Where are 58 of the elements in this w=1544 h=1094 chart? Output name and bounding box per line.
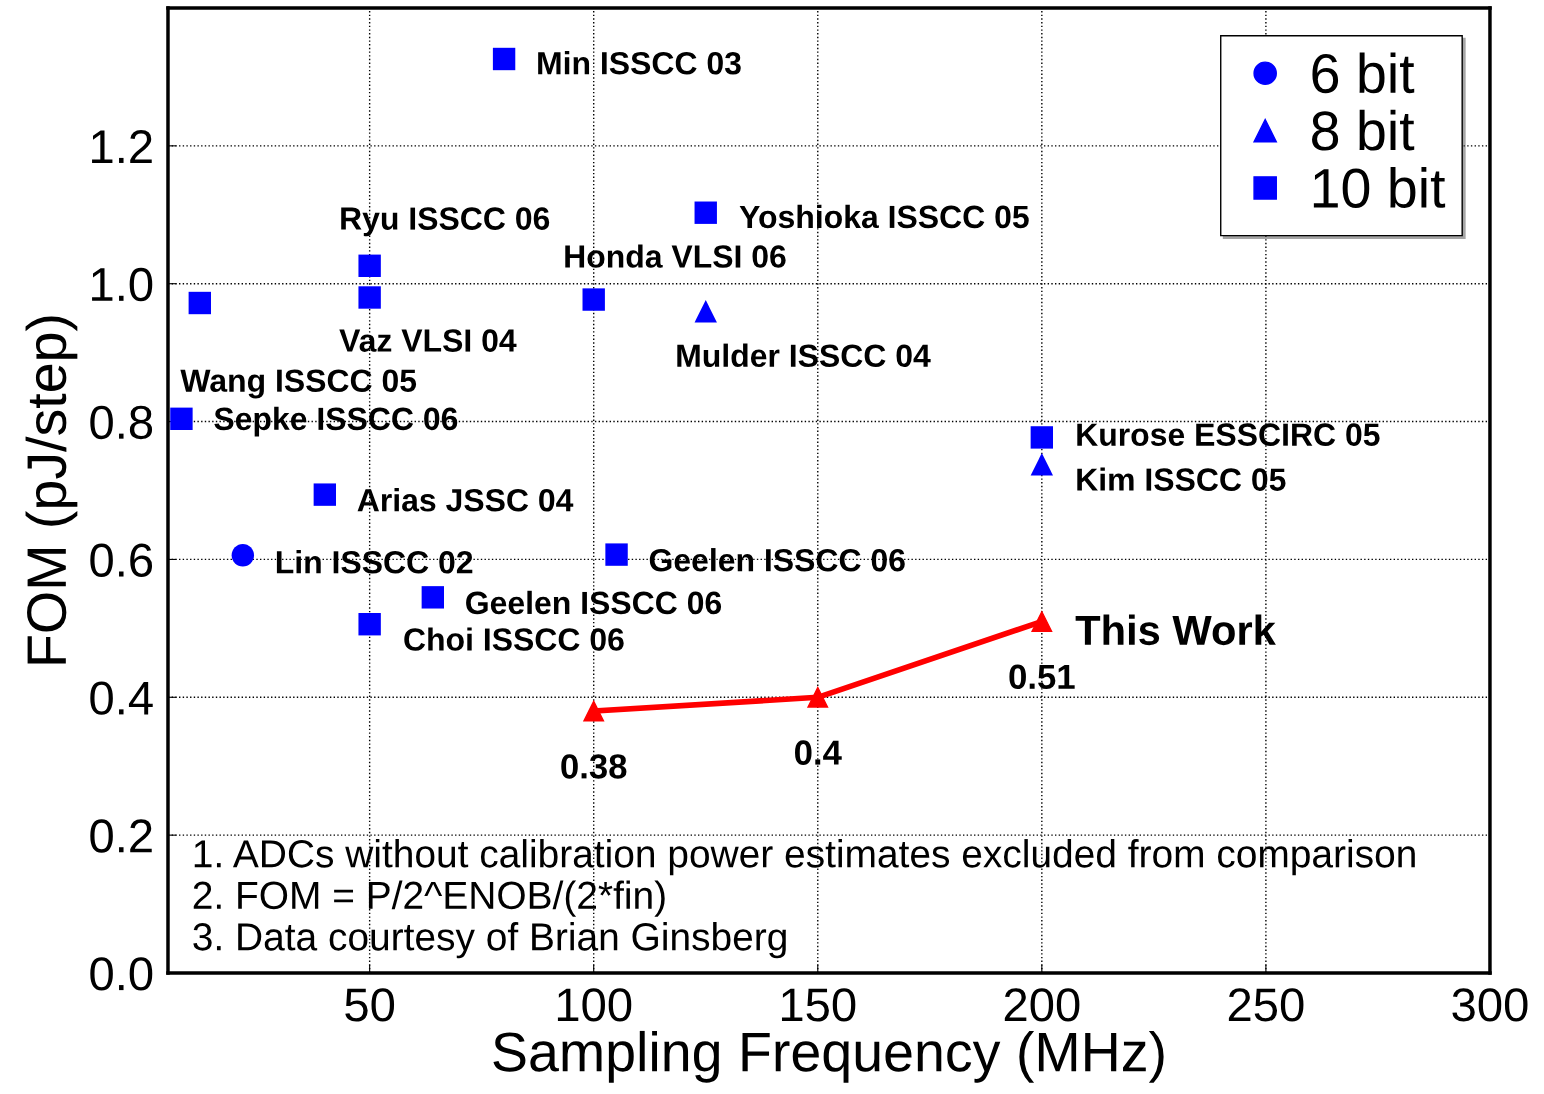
annotation: 3. Data courtesy of Brian Ginsberg (193, 922, 786, 959)
annotation: Min ISSCC 03 (538, 51, 741, 75)
point (1030, 426, 1054, 449)
annotation: Kurose ESSCIRC 05 (1077, 423, 1380, 446)
legend-label: 10 bit (1313, 167, 1446, 208)
x-tick-label: 100 (557, 988, 632, 1022)
point (170, 407, 193, 431)
x-tick-label: 300 (1452, 988, 1528, 1022)
data-label: 0.51 (1009, 664, 1075, 690)
y-tick-label: 0.2 (90, 819, 152, 853)
point (582, 288, 605, 311)
annotation: Lin ISSCC 02 (276, 550, 473, 574)
annotation: Honda VLSI 06 (565, 244, 786, 268)
x-tick-label: 200 (1004, 988, 1080, 1022)
annotation: 2. FOM = P/2^ENOB/(2*fin) (193, 880, 665, 917)
annotation: Kim ISSCC 05 (1077, 467, 1286, 491)
point (421, 586, 445, 609)
annotation: Yoshioka ISSCC 05 (739, 204, 1029, 229)
point (358, 613, 381, 636)
annotation: Geelen ISSCC 06 (466, 590, 722, 615)
x-tick-label: 50 (345, 988, 395, 1022)
y-tick-label: 0.0 (90, 957, 153, 991)
y-axis-title: FOM (pJ/step) (25, 316, 78, 664)
y-tick-label: 0.6 (90, 543, 153, 577)
point (492, 47, 516, 71)
point (1031, 611, 1053, 632)
legend-label: 8 bit (1312, 109, 1415, 151)
annotation: Sepke ISSCC 06 (214, 406, 458, 437)
point (231, 544, 255, 567)
annotation: This Work (1075, 614, 1276, 646)
x-axis-title: Sampling Frequency (MHz) (493, 1030, 1164, 1083)
annotation: Ryu ISSCC 06 (341, 207, 550, 237)
x-tick-label: 150 (781, 988, 856, 1022)
annotation: Choi ISSCC 06 (404, 627, 624, 651)
point (358, 254, 381, 277)
x-tick-label: 250 (1228, 988, 1304, 1022)
point (807, 686, 829, 708)
point (358, 286, 381, 309)
point (188, 291, 211, 315)
point (694, 300, 717, 323)
y-tick-label: 1.0 (92, 267, 153, 302)
annotation: 1. ADCs without calibration power estimates excluded from comparison (194, 839, 1415, 876)
point (694, 201, 717, 224)
annotation: Arias JSSC 04 (357, 488, 574, 512)
data-label: 0.4 (795, 740, 842, 765)
point (583, 700, 605, 722)
annotation: Vaz VLSI 04 (339, 329, 517, 352)
annotation: Geelen ISSCC 06 (649, 548, 905, 572)
annotation: Mulder ISSCC 04 (677, 343, 931, 368)
y-tick-label: 1.2 (92, 129, 152, 163)
point (313, 483, 337, 506)
legend-label: 6 bit (1312, 52, 1415, 94)
annotation: Wang ISSCC 05 (180, 369, 417, 399)
point (605, 543, 628, 566)
point (1030, 453, 1054, 476)
y-tick-label: 0.4 (90, 681, 153, 715)
y-tick-label: 0.8 (90, 405, 153, 440)
data-label: 0.38 (561, 754, 627, 779)
